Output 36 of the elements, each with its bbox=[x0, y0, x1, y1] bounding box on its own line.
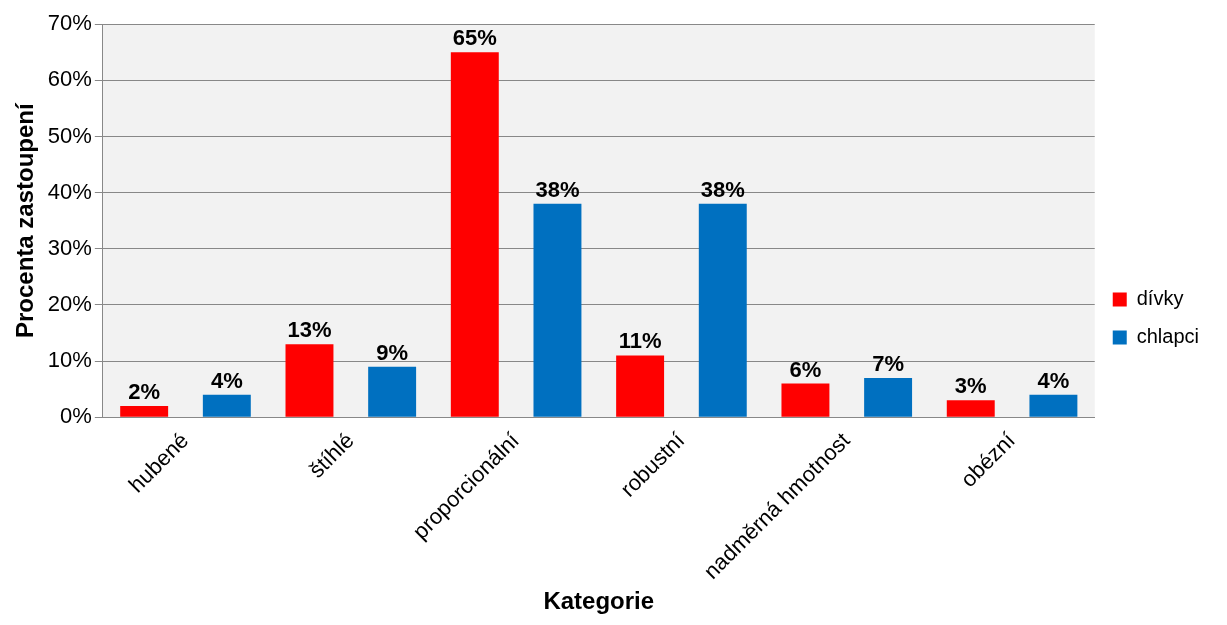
data-label: 4% bbox=[210, 367, 243, 393]
data-label: 3% bbox=[954, 373, 987, 399]
bar bbox=[533, 203, 582, 417]
y-tick-label: 30% bbox=[47, 234, 92, 260]
y-axis-title: Procenta zastoupení bbox=[11, 102, 39, 339]
data-label: 38% bbox=[700, 176, 745, 202]
y-tick-label: 70% bbox=[47, 10, 92, 36]
bar bbox=[202, 394, 251, 417]
data-label: 2% bbox=[128, 379, 161, 405]
y-tick-label: 40% bbox=[47, 178, 92, 204]
y-tick-label: 60% bbox=[47, 66, 92, 92]
bar bbox=[285, 344, 334, 417]
bar bbox=[120, 405, 169, 417]
bar bbox=[1029, 394, 1078, 417]
data-label: 9% bbox=[376, 339, 409, 365]
bar bbox=[616, 355, 665, 417]
data-label: 38% bbox=[535, 176, 580, 202]
bar bbox=[698, 203, 747, 417]
data-label: 7% bbox=[872, 350, 904, 376]
y-tick-label: 0% bbox=[60, 403, 92, 429]
x-axis-title: Kategorie bbox=[543, 587, 655, 615]
bar bbox=[864, 377, 913, 417]
y-tick-label: 20% bbox=[47, 290, 92, 316]
bar bbox=[781, 383, 830, 417]
data-label: 65% bbox=[452, 25, 497, 51]
legend-label: chlapci bbox=[1136, 325, 1200, 348]
bar bbox=[368, 366, 417, 417]
y-tick-label: 10% bbox=[47, 347, 92, 373]
bar bbox=[946, 400, 995, 417]
data-label: 13% bbox=[287, 317, 332, 343]
legend-label: dívky bbox=[1136, 287, 1184, 310]
data-label: 4% bbox=[1037, 367, 1070, 393]
data-label: 11% bbox=[618, 328, 662, 354]
y-tick-label: 50% bbox=[47, 122, 92, 148]
bar bbox=[450, 52, 499, 417]
data-label: 6% bbox=[789, 356, 822, 382]
